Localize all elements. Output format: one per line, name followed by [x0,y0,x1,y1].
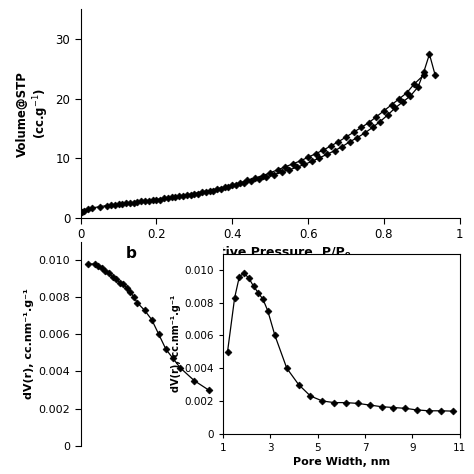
X-axis label: Relative Pressure, P/Pₒ: Relative Pressure, P/Pₒ [189,246,351,259]
Text: b: b [126,246,137,261]
Y-axis label: Volume@STP
(cc.g$^{-1}$): Volume@STP (cc.g$^{-1}$) [16,71,51,157]
X-axis label: Pore Width, nm: Pore Width, nm [293,457,390,467]
Y-axis label: dV(r), cc.nm⁻¹.g⁻¹: dV(r), cc.nm⁻¹.g⁻¹ [24,288,34,399]
Y-axis label: dV(r), cc.nm⁻¹.g⁻¹: dV(r), cc.nm⁻¹.g⁻¹ [172,295,182,392]
